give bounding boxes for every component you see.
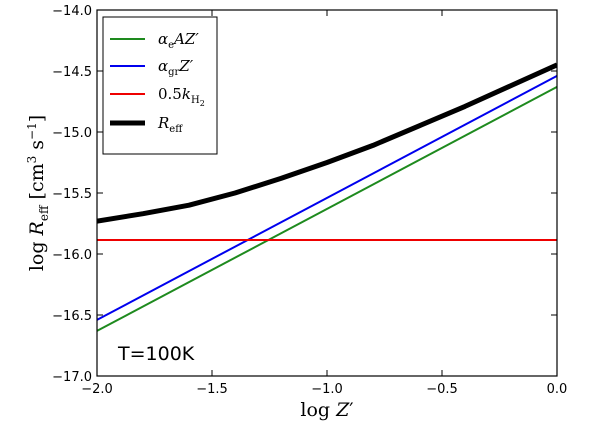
legend-label-2: 0.5kH2 (158, 85, 205, 108)
x-tick-label: −1.0 (311, 382, 343, 397)
y-tick-label: −15.5 (52, 187, 92, 202)
legend-label-0: αeAZ′ (158, 30, 199, 51)
series-line-1 (97, 75, 557, 321)
y-tick-label: −14.5 (52, 65, 92, 80)
plot-lines (97, 62, 557, 332)
tick-labels: −2.0 −1.5 −1.0 −0.5 0.0 −14.0 −14.5 −15.0 −15.5 −… (52, 4, 567, 397)
y-tick-label: −14.0 (52, 4, 92, 19)
x-tick-label: −2.0 (81, 382, 113, 397)
y-axis-label: log Reff [cm3 s−1] (25, 115, 51, 271)
y-tick-label: −17.0 (52, 370, 92, 385)
x-tick-label: −1.5 (196, 382, 228, 397)
legend-label-1: αgrZ′ (158, 57, 194, 78)
x-tick-label: 0.0 (547, 382, 568, 397)
temperature-annotation: T=100K (117, 343, 195, 365)
x-axis-label: log Z′ (300, 399, 353, 421)
legend-label-3: Reff (157, 114, 183, 135)
series-line-3 (97, 62, 557, 224)
y-tick-label: −16.0 (52, 248, 92, 263)
axis-ticks (96, 9, 558, 377)
legend: αeAZ′ αgrZ′ 0.5kH2 Reff (102, 16, 218, 155)
series-line-0 (97, 86, 557, 332)
y-tick-label: −15.0 (52, 126, 92, 141)
x-tick-label: −0.5 (426, 382, 458, 397)
y-tick-label: −16.5 (52, 309, 92, 324)
